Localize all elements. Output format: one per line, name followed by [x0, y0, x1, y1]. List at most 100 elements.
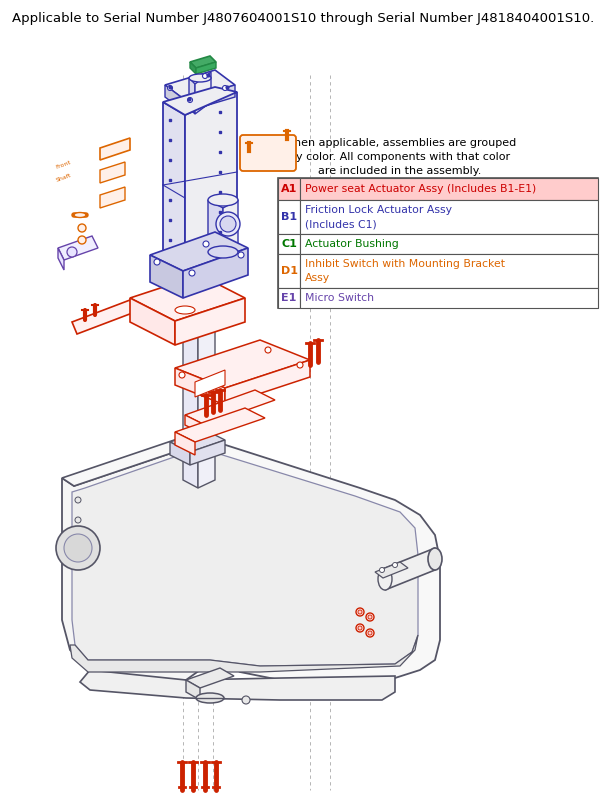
Ellipse shape	[378, 568, 392, 590]
Polygon shape	[150, 232, 248, 271]
Circle shape	[265, 347, 271, 353]
Polygon shape	[170, 430, 225, 452]
Polygon shape	[196, 62, 216, 74]
Polygon shape	[170, 442, 190, 465]
Bar	[278, 178, 300, 200]
Circle shape	[56, 526, 100, 570]
Circle shape	[220, 216, 236, 232]
Polygon shape	[190, 62, 196, 74]
Bar	[278, 254, 300, 288]
Circle shape	[356, 608, 364, 616]
Text: Assy: Assy	[305, 273, 330, 284]
Circle shape	[78, 236, 86, 244]
Polygon shape	[225, 360, 310, 405]
Polygon shape	[183, 298, 198, 488]
Text: When applicable, assemblies are grouped
by color. All components with that color: When applicable, assemblies are grouped …	[284, 138, 517, 176]
Circle shape	[242, 696, 250, 704]
Circle shape	[189, 270, 195, 276]
Bar	[300, 288, 598, 308]
Text: Micro Switch: Micro Switch	[305, 293, 374, 303]
Text: (Includes C1): (Includes C1)	[305, 220, 377, 230]
Circle shape	[154, 259, 160, 265]
Polygon shape	[72, 448, 418, 666]
Ellipse shape	[189, 74, 211, 82]
Text: Inhibit Switch with Mounting Bracket: Inhibit Switch with Mounting Bracket	[305, 260, 505, 269]
Text: Applicable to Serial Number J4807604001S10 through Serial Number J4818404001S10.: Applicable to Serial Number J4807604001S…	[12, 12, 594, 25]
Circle shape	[179, 372, 185, 378]
Circle shape	[393, 563, 398, 568]
Polygon shape	[208, 200, 223, 256]
Polygon shape	[198, 298, 215, 488]
Bar	[300, 234, 598, 254]
Ellipse shape	[196, 693, 224, 703]
Text: D1: D1	[281, 266, 298, 276]
Polygon shape	[72, 300, 135, 334]
Polygon shape	[185, 92, 237, 278]
Bar	[278, 178, 598, 308]
Polygon shape	[190, 440, 225, 465]
Ellipse shape	[428, 548, 442, 570]
Polygon shape	[185, 390, 275, 425]
Polygon shape	[163, 87, 237, 115]
Polygon shape	[175, 368, 225, 405]
Text: B1: B1	[281, 212, 297, 222]
Polygon shape	[100, 162, 125, 183]
Polygon shape	[175, 298, 245, 345]
Polygon shape	[70, 635, 418, 672]
Text: Power seat Actuator Assy (Includes B1-E1): Power seat Actuator Assy (Includes B1-E1…	[305, 184, 536, 194]
Circle shape	[75, 497, 81, 503]
Circle shape	[202, 74, 207, 79]
Polygon shape	[130, 298, 175, 345]
Polygon shape	[189, 78, 195, 114]
Ellipse shape	[208, 246, 238, 258]
Ellipse shape	[208, 194, 238, 206]
Circle shape	[167, 85, 173, 91]
Text: Actuator Bushing: Actuator Bushing	[305, 239, 399, 249]
Circle shape	[358, 626, 362, 630]
Text: Front: Front	[55, 160, 72, 170]
Ellipse shape	[74, 212, 86, 217]
Polygon shape	[58, 236, 98, 260]
Circle shape	[64, 534, 92, 562]
Circle shape	[187, 97, 193, 102]
Circle shape	[356, 624, 364, 632]
Circle shape	[216, 212, 240, 236]
Polygon shape	[150, 255, 183, 298]
Polygon shape	[186, 680, 200, 700]
Polygon shape	[80, 670, 395, 700]
Polygon shape	[165, 70, 235, 100]
Circle shape	[67, 247, 77, 257]
Text: A1: A1	[281, 184, 297, 194]
Polygon shape	[130, 275, 245, 321]
Circle shape	[75, 517, 81, 523]
Bar	[300, 178, 598, 200]
Polygon shape	[195, 370, 225, 397]
Bar	[278, 234, 300, 254]
Polygon shape	[58, 248, 64, 270]
Bar	[278, 200, 300, 234]
Polygon shape	[185, 415, 205, 435]
Polygon shape	[385, 548, 435, 590]
Polygon shape	[100, 138, 130, 160]
Polygon shape	[190, 56, 216, 68]
Polygon shape	[175, 408, 265, 442]
Circle shape	[297, 362, 303, 368]
Polygon shape	[62, 440, 210, 682]
Circle shape	[366, 613, 374, 621]
Circle shape	[238, 252, 244, 258]
Circle shape	[358, 610, 362, 614]
Bar	[300, 200, 598, 234]
Polygon shape	[223, 200, 238, 256]
Circle shape	[368, 615, 372, 619]
Text: Friction Lock Actuator Assy: Friction Lock Actuator Assy	[305, 205, 452, 215]
Polygon shape	[375, 562, 408, 578]
Text: Shaft: Shaft	[55, 173, 72, 183]
Polygon shape	[100, 187, 125, 208]
Polygon shape	[185, 85, 235, 112]
Circle shape	[379, 568, 384, 573]
Polygon shape	[210, 440, 440, 682]
Circle shape	[78, 224, 86, 232]
Polygon shape	[175, 340, 310, 388]
Polygon shape	[62, 432, 210, 486]
Text: C1: C1	[281, 239, 297, 249]
